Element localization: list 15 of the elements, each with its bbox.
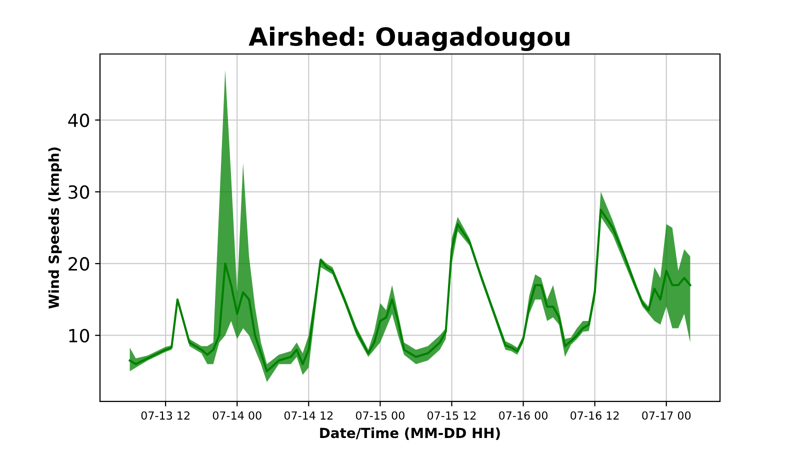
chart-title: Airshed: Ouagadougou: [248, 26, 570, 52]
x-tick-label: 07-16 00: [499, 411, 548, 420]
x-tick-label: 07-16 12: [570, 411, 619, 420]
y-tick-label: 40: [68, 113, 90, 128]
x-tick-label: 07-15 12: [427, 411, 476, 420]
x-tick-label: 07-14 00: [212, 411, 262, 420]
y-tick-label: 20: [68, 257, 90, 271]
x-tick-label: 07-14 12: [284, 411, 333, 420]
y-tick-label: 30: [68, 185, 90, 199]
x-tick-label: 07-15 00: [356, 411, 404, 420]
y-tick-label: 10: [69, 328, 90, 342]
y-axis-title: Wind Speeds (kmph): [48, 147, 62, 309]
x-tick-label: 07-13 12: [141, 411, 190, 420]
x-axis-title: Date/Time (MM-DD HH): [320, 427, 500, 440]
x-tick-label: 07-17 00: [642, 411, 691, 420]
